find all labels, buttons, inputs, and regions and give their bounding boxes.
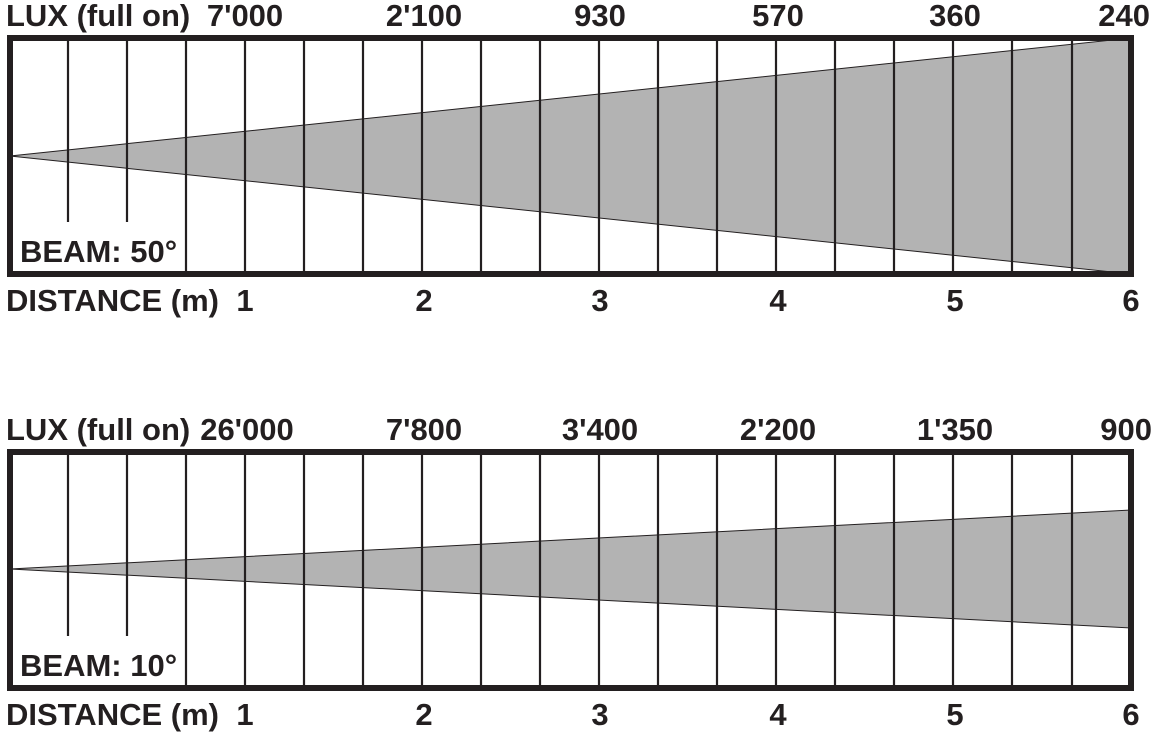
distance-value: 2 (415, 283, 432, 318)
lux-value: 570 (752, 0, 804, 33)
beam-label-background (16, 228, 174, 270)
beam-cone (9, 37, 1132, 275)
beam-angle-label: BEAM: 50° (20, 234, 177, 269)
beam-label-background (16, 642, 174, 684)
distance-gridlines (66, 452, 1074, 688)
panel-frame (7, 35, 1134, 277)
lux-value: 7'000 (207, 0, 283, 33)
lux-axis-label: LUX (full on) (6, 0, 190, 33)
lux-value: 1'350 (917, 412, 993, 447)
beam-panel-10: LUX (full on) 26'000 7'800 3'400 2'200 1… (6, 412, 1152, 732)
lux-value: 2'100 (386, 0, 462, 33)
lux-value: 2'200 (740, 412, 816, 447)
distance-value: 2 (415, 697, 432, 732)
panel-frame (7, 449, 1134, 691)
lux-value: 900 (1100, 412, 1152, 447)
lux-value: 7'800 (386, 412, 462, 447)
distance-axis-label: DISTANCE (m) (6, 697, 219, 732)
distance-value: 3 (591, 283, 608, 318)
distance-value: 4 (769, 697, 787, 732)
distance-value: 4 (769, 283, 787, 318)
distance-gridlines (66, 38, 1074, 274)
distance-value: 6 (1122, 697, 1139, 732)
distance-value: 1 (236, 283, 253, 318)
distance-value: 5 (946, 697, 963, 732)
distance-value: 1 (236, 697, 253, 732)
lux-value: 26'000 (200, 412, 294, 447)
distance-axis-label: DISTANCE (m) (6, 283, 219, 318)
lux-value: 240 (1098, 0, 1150, 33)
lux-value: 360 (929, 0, 981, 33)
beam-angle-label: BEAM: 10° (20, 648, 177, 683)
lux-value: 3'400 (562, 412, 638, 447)
distance-value: 6 (1122, 283, 1139, 318)
distance-value: 3 (591, 697, 608, 732)
beam-cone (9, 509, 1132, 629)
lux-axis-label: LUX (full on) (6, 412, 190, 447)
distance-value: 5 (946, 283, 963, 318)
lux-value: 930 (574, 0, 626, 33)
beam-panel-50: LUX (full on) 7'000 2'100 930 570 360 24… (6, 0, 1150, 318)
